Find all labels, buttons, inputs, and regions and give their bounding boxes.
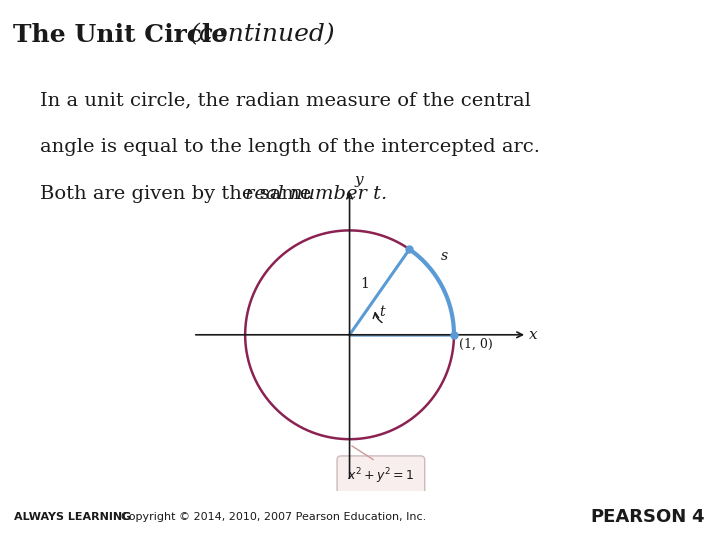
Text: Copyright © 2014, 2010, 2007 Pearson Education, Inc.: Copyright © 2014, 2010, 2007 Pearson Edu… [121,512,426,522]
Text: s: s [441,248,448,262]
Text: t: t [379,305,384,319]
Text: ALWAYS LEARNING: ALWAYS LEARNING [14,512,132,522]
Text: angle is equal to the length of the intercepted arc.: angle is equal to the length of the inte… [40,138,539,156]
Text: x: x [529,328,538,342]
Text: 1: 1 [361,277,369,291]
Text: $x^2 + y^2 = 1$: $x^2 + y^2 = 1$ [347,466,415,485]
Text: PEARSON: PEARSON [590,508,687,526]
Text: In a unit circle, the radian measure of the central: In a unit circle, the radian measure of … [40,91,531,110]
Text: Both are given by the same: Both are given by the same [40,185,317,202]
Text: y: y [355,173,364,186]
Text: real number t.: real number t. [245,185,387,202]
Text: (continued): (continued) [189,24,335,46]
FancyBboxPatch shape [337,456,425,494]
Text: 4: 4 [691,508,703,526]
Text: (1, 0): (1, 0) [459,338,493,350]
Text: The Unit Circle: The Unit Circle [13,23,236,47]
